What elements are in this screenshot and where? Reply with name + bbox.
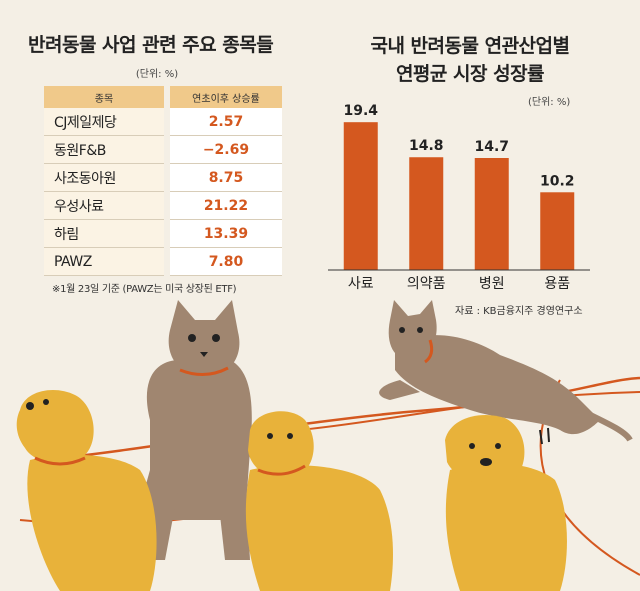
stock-return: 7.80 [163, 247, 282, 276]
column-header-name: 종목 [44, 86, 167, 108]
bar-용품 [540, 192, 575, 270]
data-label: 10.2 [540, 173, 575, 189]
dog-icon [16, 390, 157, 591]
table-row: 우성사료 21.22 [44, 191, 282, 220]
cat-icon [379, 300, 633, 442]
table-row: 하림 13.39 [44, 219, 282, 248]
table-header-row: 종목 연초이후 상승률 [44, 86, 282, 108]
chart-unit: (단위: %) [528, 97, 571, 108]
category-label: 의약품 [407, 276, 446, 292]
stock-name: 우성사료 [44, 191, 167, 220]
table-title: 반려동물 사업 관련 주요 종목들 [28, 34, 274, 56]
data-label: 19.4 [343, 103, 378, 119]
table-row: 사조동아원 8.75 [44, 163, 282, 192]
bar-병원 [474, 158, 509, 270]
bar-의약품 [409, 157, 444, 270]
table-unit: (단위: %) [135, 69, 179, 80]
stock-name: 하림 [44, 219, 167, 248]
stock-return: 13.39 [163, 219, 282, 248]
cat-icon [125, 300, 252, 560]
stock-name: PAWZ [44, 247, 167, 276]
chart-title: 국내 반려동물 연관산업별 연평균 시장 성장률 [350, 32, 590, 88]
stocks-table: 종목 연초이후 상승률 CJ제일제당 2.57 동원F&B −2.69 사조동아… [44, 86, 282, 276]
leash-line [39, 376, 640, 462]
stock-name: 동원F&B [44, 135, 167, 164]
bar-사료 [343, 122, 378, 270]
data-label: 14.8 [409, 138, 444, 154]
category-label: 용품 [544, 276, 570, 292]
table-note: ※1월 23일 기준 (PAWZ는 미국 상장된 ETF) [52, 284, 237, 295]
category-label: 사료 [348, 276, 374, 292]
table-row: 동원F&B −2.69 [44, 135, 282, 164]
table-row: CJ제일제당 2.57 [44, 108, 282, 136]
chart-title-line: 국내 반려동물 연관산업별 [370, 35, 570, 57]
leash-line [299, 391, 640, 431]
stock-return: −2.69 [163, 135, 282, 164]
stocks-panel: 반려동물 사업 관련 주요 종목들 (단위: %) [22, 30, 292, 80]
column-header-return: 연초이후 상승률 [163, 86, 282, 108]
stock-return: 8.75 [163, 163, 282, 192]
data-label: 14.7 [474, 139, 509, 155]
stock-name: CJ제일제당 [44, 108, 167, 136]
category-label: 병원 [479, 276, 505, 292]
bar-chart: 19.4 사료 14.8 의약품 14.7 병원 10.2 용품 [328, 103, 590, 292]
dog-icon [445, 414, 567, 591]
stock-return: 2.57 [163, 108, 282, 136]
dog-icon [245, 411, 393, 591]
stock-name: 사조동아원 [44, 163, 167, 192]
chart-title-line: 연평균 시장 성장률 [395, 63, 545, 85]
chart-source: 자료 : KB금융지주 경영연구소 [455, 306, 583, 317]
table-row: PAWZ 7.80 [44, 247, 282, 276]
stock-return: 21.22 [163, 191, 282, 220]
